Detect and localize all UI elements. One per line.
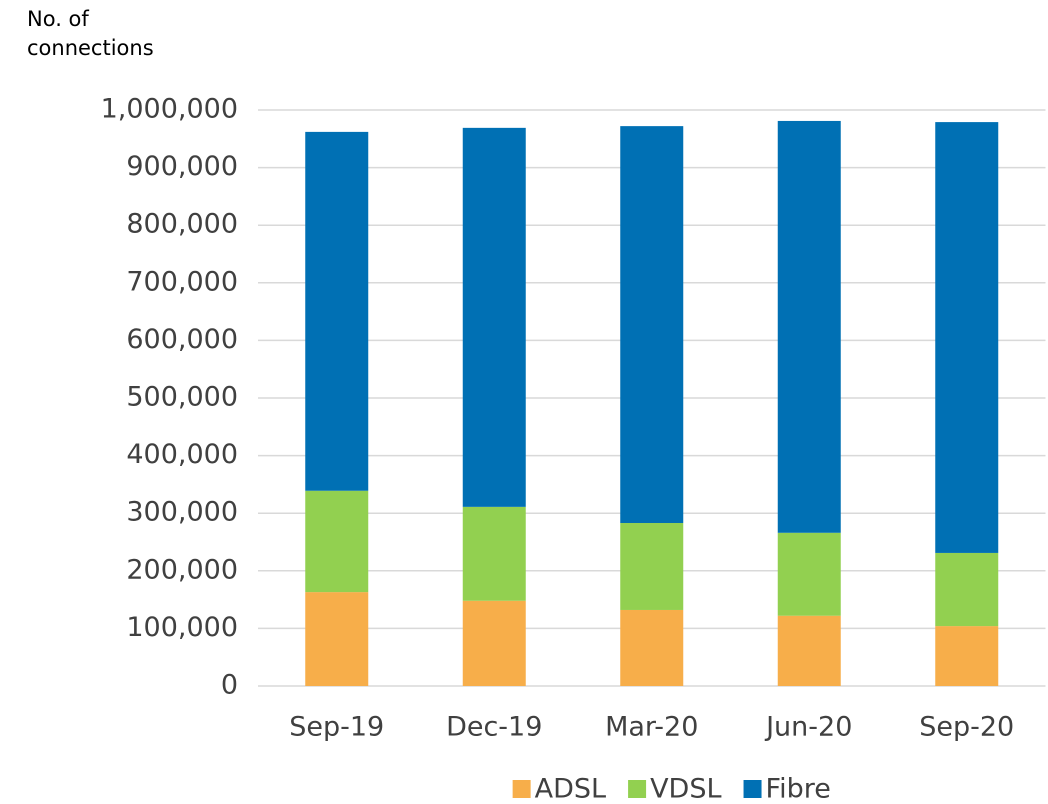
bar-segment <box>777 120 841 533</box>
bar-segment <box>777 532 841 616</box>
legend-swatch <box>628 780 647 798</box>
y-tick-label: 0 <box>221 670 238 701</box>
bar-segment <box>620 522 684 610</box>
bar-segment <box>305 131 369 491</box>
y-tick-label: 400,000 <box>126 439 238 470</box>
bar-segment <box>620 609 684 686</box>
bar-segment <box>462 506 526 601</box>
y-tick-label: 600,000 <box>126 324 238 355</box>
bar-segment <box>935 552 999 627</box>
y-tick-label: 1,000,000 <box>101 94 238 125</box>
y-tick-label: 200,000 <box>126 554 238 585</box>
x-tick-label: Sep-19 <box>289 712 384 743</box>
bar-segment <box>935 122 999 553</box>
legend-swatch <box>512 780 531 798</box>
bar-segment <box>620 126 684 523</box>
legend-label: Fibre <box>766 774 831 804</box>
bar-segment <box>305 592 369 686</box>
y-tick-label: 700,000 <box>126 266 238 297</box>
x-tick-label: Dec-19 <box>446 712 542 743</box>
y-tick-label: 900,000 <box>126 151 238 182</box>
bar-segment <box>935 626 999 686</box>
y-tick-label: 300,000 <box>126 497 238 528</box>
bar-segment <box>777 615 841 686</box>
y-tick-label: 800,000 <box>126 209 238 240</box>
legend-label: VDSL <box>650 774 721 804</box>
legend-label: ADSL <box>535 774 606 804</box>
bar-segment <box>305 490 369 593</box>
y-tick-label: 100,000 <box>126 612 238 643</box>
x-tick-label: Mar-20 <box>605 712 698 743</box>
bar-segment <box>462 127 526 507</box>
y-tick-label: 500,000 <box>126 382 238 413</box>
legend-swatch <box>743 780 762 798</box>
y-axis-title: No. of connections <box>27 7 154 60</box>
bar-segment <box>462 600 526 686</box>
x-tick-label: Sep-20 <box>919 712 1014 743</box>
x-tick-label: Jun-20 <box>764 712 852 743</box>
